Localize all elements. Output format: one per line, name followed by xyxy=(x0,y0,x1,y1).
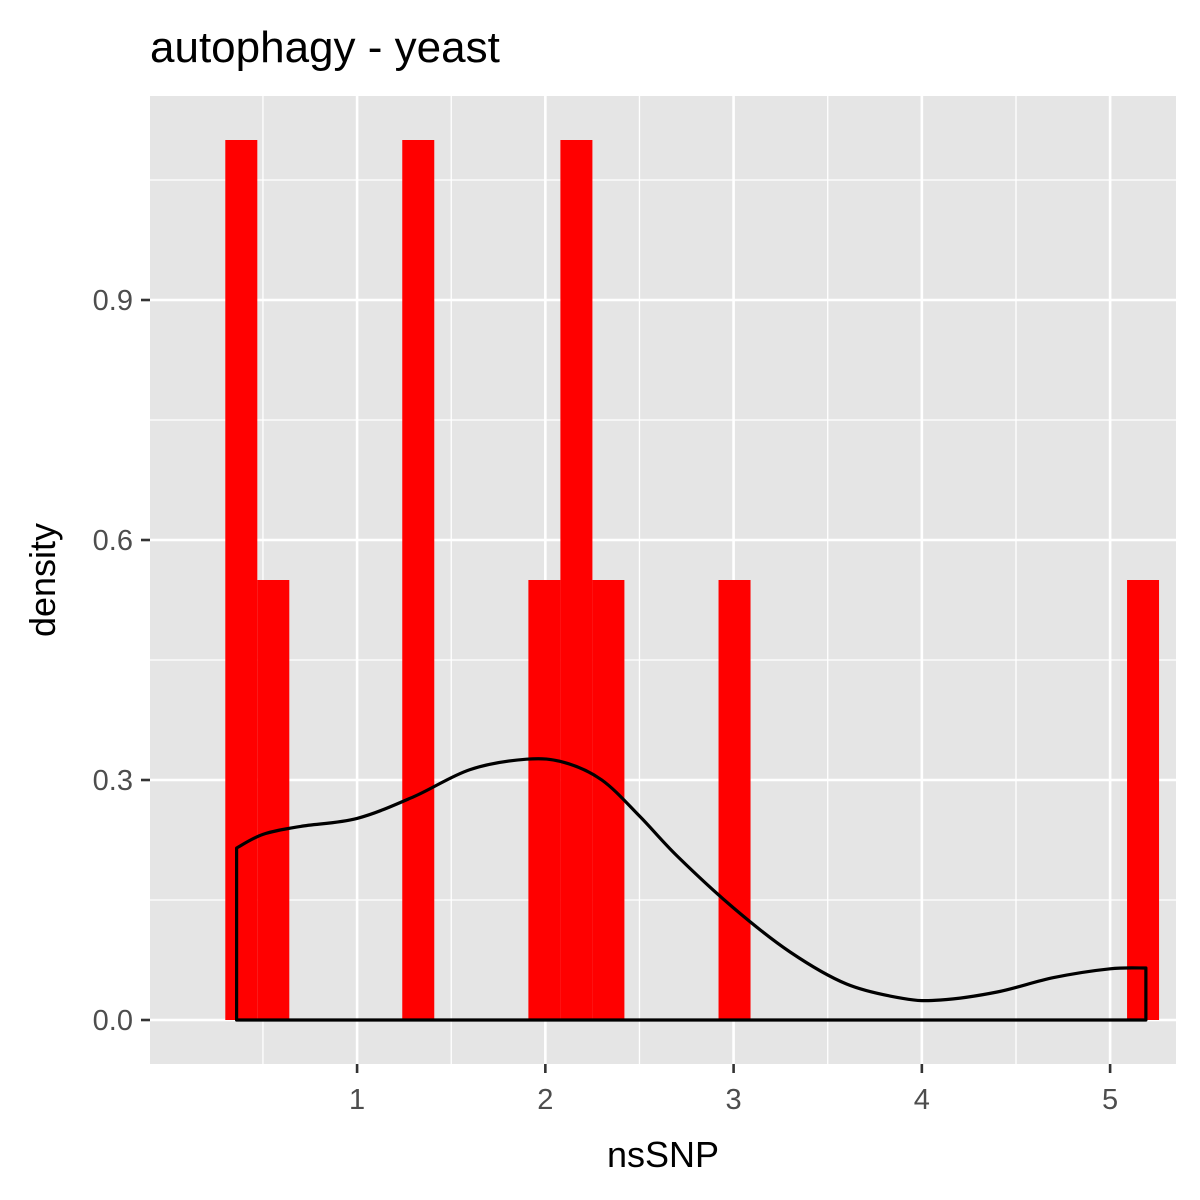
y-tick-label: 0.0 xyxy=(93,1005,133,1037)
histogram-bar xyxy=(592,580,625,1020)
y-tick-label: 0.6 xyxy=(93,525,133,557)
y-axis-title: density xyxy=(22,523,63,637)
histogram-bar xyxy=(257,580,290,1020)
histogram-bar xyxy=(225,140,258,1020)
y-tick-label: 0.3 xyxy=(93,765,133,797)
histogram-bar xyxy=(560,140,593,1020)
x-tick-label: 5 xyxy=(1102,1084,1118,1116)
plot-panel xyxy=(150,96,1176,1064)
histogram-bar xyxy=(402,140,435,1020)
x-axis-title: nsSNP xyxy=(607,1134,719,1175)
histogram-bar xyxy=(1127,580,1160,1020)
histogram-bar xyxy=(718,580,751,1020)
y-tick-label: 0.9 xyxy=(93,285,133,317)
x-tick-label: 2 xyxy=(537,1084,553,1116)
x-tick-label: 4 xyxy=(914,1084,930,1116)
x-tick-label: 3 xyxy=(726,1084,742,1116)
histogram-bar xyxy=(528,580,561,1020)
histogram-bars xyxy=(225,140,1160,1020)
minor-gridlines xyxy=(150,96,1176,1064)
density-curve-layer xyxy=(234,757,1148,1022)
x-axis: 1 2 3 4 5 xyxy=(349,1064,1118,1116)
y-axis: 0.0 0.3 0.6 0.9 xyxy=(93,285,150,1037)
chart-title: autophagy - yeast xyxy=(150,23,500,72)
density-curve xyxy=(234,757,1148,1022)
x-tick-label: 1 xyxy=(349,1084,365,1116)
